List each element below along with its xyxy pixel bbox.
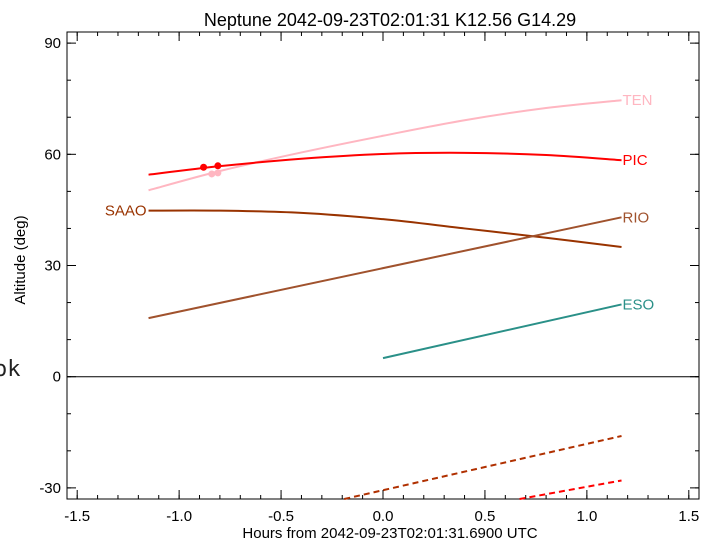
series-labels: TEN PIC SAAO RIO ESO [105, 92, 654, 313]
series-label-pic: PIC [623, 152, 648, 169]
series-label-saao: SAAO [105, 203, 147, 220]
data-point-marker-3 [214, 169, 222, 177]
y-tick-label: -30 [39, 480, 61, 497]
x-tick-label: -0.5 [268, 508, 294, 525]
y-axis-label: Altitude (deg) [12, 215, 29, 304]
series-line-ten [148, 99, 622, 192]
x-tick-label: -1.5 [64, 508, 90, 525]
series-line-eso [382, 303, 622, 360]
x-tick-label: 0.5 [475, 508, 496, 525]
axes: -1.5 -1.0 -0.5 0.0 0.5 1.0 1.5 -30 0 30 60 90 [39, 32, 699, 525]
side-text: ok [0, 357, 21, 382]
series-line-rio [148, 216, 622, 320]
series-line-saao [148, 209, 622, 248]
x-tick-label: 0.0 [373, 508, 394, 525]
x-tick-label: -1.0 [166, 508, 192, 525]
chart-title: Neptune 2042-09-23T02:01:31 K12.56 G14.2… [204, 10, 576, 30]
markers [200, 162, 222, 178]
series-line-unnamed-6 [519, 479, 622, 500]
series-label-ten: TEN [623, 92, 653, 109]
y-tick-label: 90 [44, 35, 61, 52]
series-label-eso: ESO [623, 296, 655, 313]
data-point-marker-1 [214, 162, 222, 170]
x-tick-label: 1.0 [576, 508, 597, 525]
data-point-marker-0 [200, 163, 208, 171]
series-line-unnamed-5 [344, 435, 622, 500]
x-tick-label: 1.5 [678, 508, 699, 525]
series-label-rio: RIO [623, 209, 650, 226]
data-point-marker-2 [208, 170, 216, 178]
x-axis-label: Hours from 2042-09-23T02:01:31.6900 UTC [242, 525, 537, 542]
y-tick-label: 30 [44, 258, 61, 275]
series-layer [148, 99, 622, 500]
y-tick-label: 60 [44, 146, 61, 163]
y-tick-label: 0 [53, 369, 61, 386]
